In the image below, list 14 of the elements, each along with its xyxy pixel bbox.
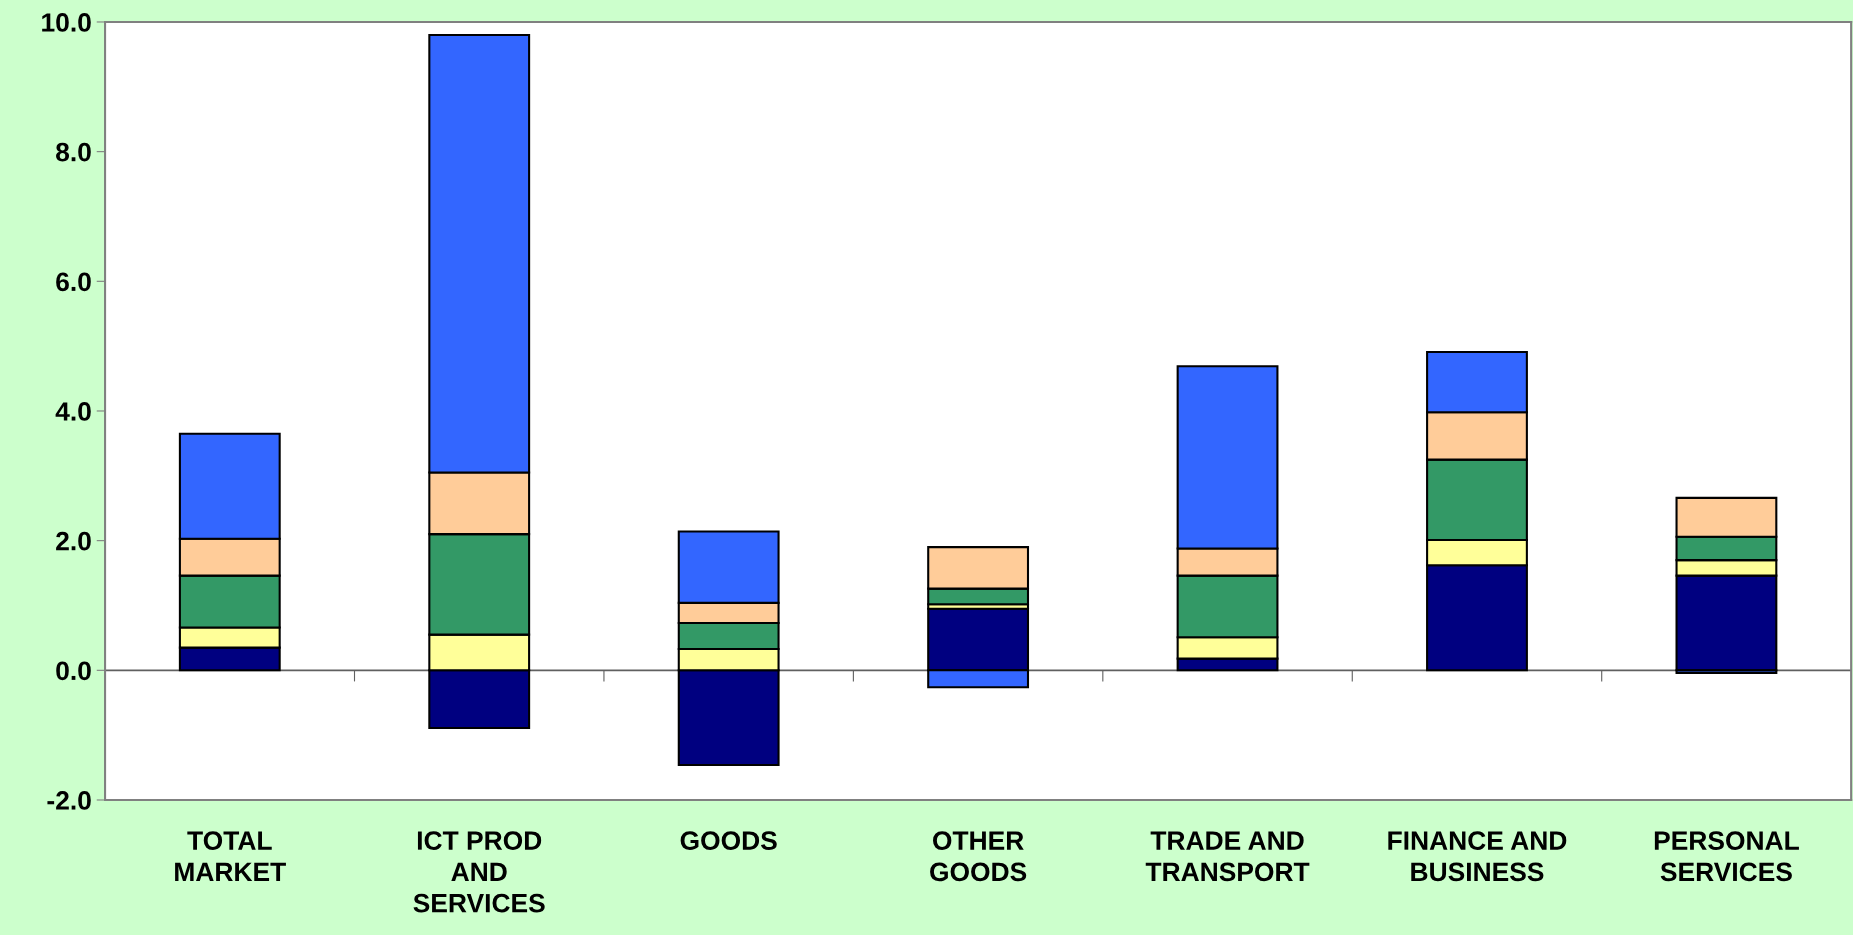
- y-tick-label: 0.0: [56, 661, 91, 681]
- y-tick-label: -2.0: [47, 791, 91, 810]
- y-tick-label: 10.0: [42, 13, 91, 32]
- x-tick-label: FINANCE AND BUSINESS: [1388, 831, 1567, 882]
- x-tick-label: PERSONAL SERVICES: [1654, 831, 1799, 882]
- x-tick-label: TRADE AND TRANSPORT: [1145, 831, 1310, 882]
- y-tick-label: 6.0: [56, 272, 91, 292]
- y-tick-label: 8.0: [56, 142, 91, 162]
- y-tick-label: 2.0: [56, 531, 91, 551]
- x-tick-label: OTHER GOODS: [930, 831, 1027, 882]
- x-tick-label: GOODS: [680, 831, 777, 850]
- y-tick-label: 4.0: [55, 402, 91, 421]
- x-tick-label: TOTAL MARKET: [175, 831, 286, 881]
- x-tick-label: ICT PROD AND SERVICES: [413, 831, 545, 913]
